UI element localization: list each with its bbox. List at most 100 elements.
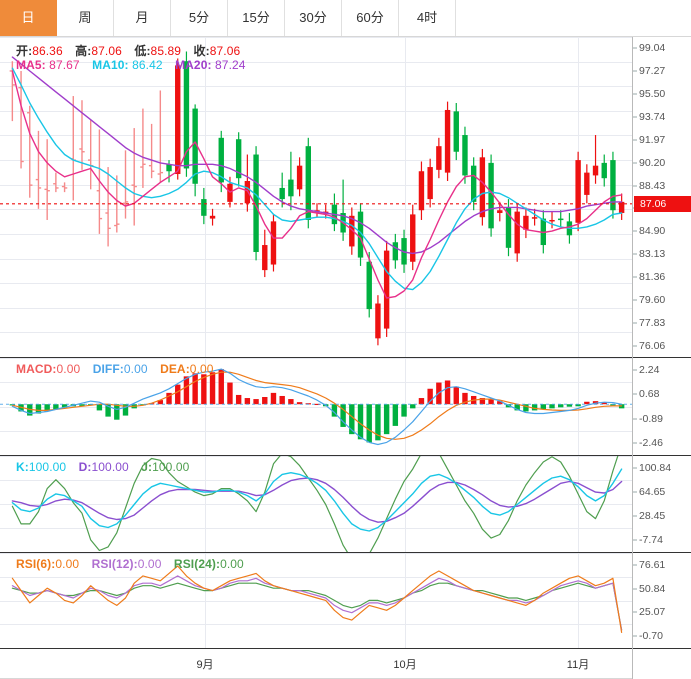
- high-label: 高:: [75, 44, 92, 58]
- d-value: 100.00: [91, 460, 129, 474]
- price-axis-label: 97.27: [639, 65, 666, 78]
- price-axis-tick: [633, 253, 637, 255]
- current-price-badge: 87.06: [634, 195, 691, 212]
- price-axis-label: 88.43: [639, 179, 666, 192]
- open-value: 86.36: [32, 44, 63, 58]
- rsi12-value: 0.00: [137, 557, 162, 571]
- diff-value: 0.00: [123, 362, 148, 376]
- rsi6-label: RSI(6):: [16, 557, 56, 571]
- value-axis: 99.0497.2795.5093.7491.9790.2088.4386.67…: [632, 37, 691, 679]
- rsi-axis-tick: [633, 588, 637, 590]
- ma-legend: MA5: 87.67 MA10: 86.42 MA20: 87.24: [16, 58, 255, 72]
- price-axis-tick: [633, 70, 637, 72]
- ma5-label: MA5:: [16, 58, 46, 72]
- rsi-legend: RSI(6):0.00 RSI(12):0.00 RSI(24):0.00: [16, 557, 253, 571]
- kdj-legend: K:100.00 D:100.00 J:100.00: [16, 460, 198, 474]
- tab-60min[interactable]: 60分: [342, 0, 399, 36]
- macd-axis-label: -2.46: [639, 436, 663, 449]
- rsi-axis-label: 25.07: [639, 606, 666, 619]
- price-axis-label: 79.60: [639, 293, 666, 306]
- tab-15min[interactable]: 15分: [228, 0, 285, 36]
- price-axis-tick: [633, 230, 637, 232]
- rsi24-value: 0.00: [220, 557, 244, 571]
- price-axis-tick: [633, 116, 637, 118]
- kdj-axis-tick: [633, 467, 637, 469]
- macd-axis-tick: [633, 393, 637, 395]
- macd-axis-label: 0.68: [639, 388, 660, 401]
- kdj-axis-tick: [633, 539, 637, 541]
- rsi-axis-tick: [633, 635, 637, 637]
- price-axis-label: 84.90: [639, 225, 666, 238]
- ma20-label: MA20:: [175, 58, 212, 72]
- price-chart-pane[interactable]: [0, 37, 632, 357]
- macd-axis-label: -0.89: [639, 412, 663, 425]
- macd-legend: MACD:0.00 DIFF:0.00 DEA:0.00: [16, 362, 223, 376]
- rsi12-label: RSI(12):: [91, 557, 138, 571]
- ma20-value: 87.24: [215, 58, 246, 72]
- rsi-xaxis-divider: [0, 648, 632, 649]
- macd-axis-tick: [633, 369, 637, 371]
- macd-axis-tick: [633, 442, 637, 444]
- kdj-axis-label: 28.45: [639, 510, 666, 522]
- x-axis: 9月 10月 11月: [0, 648, 632, 679]
- low-value: 85.89: [150, 44, 182, 58]
- tab-5min[interactable]: 5分: [171, 0, 228, 36]
- rsi-axis-label: -0.70: [639, 630, 663, 643]
- macd-label: MACD:: [16, 362, 57, 376]
- k-value: 100.00: [28, 460, 67, 474]
- price-axis-label: 77.83: [639, 316, 666, 329]
- rsi-axis-label: 50.84: [639, 582, 666, 595]
- price-axis-tick: [633, 322, 637, 324]
- kdj-axis-label: 100.84: [639, 462, 672, 474]
- tab-month[interactable]: 月: [114, 0, 171, 36]
- j-value: 100.00: [152, 460, 190, 474]
- rsi-axis-tick: [633, 564, 637, 566]
- price-macd-divider: [0, 357, 632, 358]
- price-axis-tick: [633, 299, 637, 301]
- k-label: K:: [16, 460, 29, 474]
- macd-axis-tick: [633, 418, 637, 420]
- price-axis-tick: [633, 345, 637, 347]
- tab-30min[interactable]: 30分: [285, 0, 342, 36]
- rsi-chart-pane[interactable]: [0, 553, 632, 648]
- tab-week[interactable]: 周: [57, 0, 114, 36]
- axis-divider: [633, 357, 691, 358]
- period-tab-bar[interactable]: 日 周 月 5分 15分 30分 60分 4时: [0, 0, 691, 37]
- tab-day[interactable]: 日: [0, 0, 57, 36]
- d-label: D:: [78, 460, 92, 474]
- x-label-nov: 11月: [566, 659, 590, 671]
- dea-value: 0.00: [189, 362, 214, 376]
- low-label: 低:: [134, 44, 151, 58]
- x-label-oct: 10月: [393, 659, 417, 671]
- price-axis-tick: [633, 185, 637, 187]
- price-axis-label: 90.20: [639, 156, 666, 169]
- price-axis-label: 93.74: [639, 111, 666, 123]
- j-label: J:: [141, 460, 153, 474]
- tab-bar-filler: [456, 0, 691, 36]
- high-value: 87.06: [91, 44, 122, 58]
- macd-chart-pane[interactable]: [0, 358, 632, 455]
- price-axis-label: 95.50: [639, 88, 666, 101]
- close-value: 87.06: [209, 44, 241, 58]
- ma10-label: MA10:: [92, 58, 129, 72]
- axis-divider: [633, 552, 691, 553]
- axis-divider: [633, 648, 691, 649]
- kdj-chart-pane[interactable]: [0, 456, 632, 552]
- price-axis-tick: [633, 162, 637, 164]
- price-axis-tick: [633, 47, 637, 49]
- kdj-axis-tick: [633, 491, 637, 493]
- price-axis-label: 91.97: [639, 133, 666, 146]
- kdj-axis-tick: [633, 515, 637, 517]
- rsi6-value: 0.00: [55, 557, 80, 571]
- kdj-axis-label: 64.65: [639, 486, 666, 498]
- rsi24-label: RSI(24):: [173, 557, 221, 571]
- tab-4hour[interactable]: 4时: [399, 0, 456, 36]
- price-axis-tick: [633, 93, 637, 95]
- close-label: 收:: [193, 44, 210, 58]
- price-axis-label: 83.13: [639, 248, 666, 261]
- rsi-axis-label: 76.61: [639, 558, 666, 571]
- price-axis-label: 99.04: [639, 42, 666, 55]
- price-axis-label: 81.36: [639, 271, 666, 283]
- price-axis-tick: [633, 276, 637, 278]
